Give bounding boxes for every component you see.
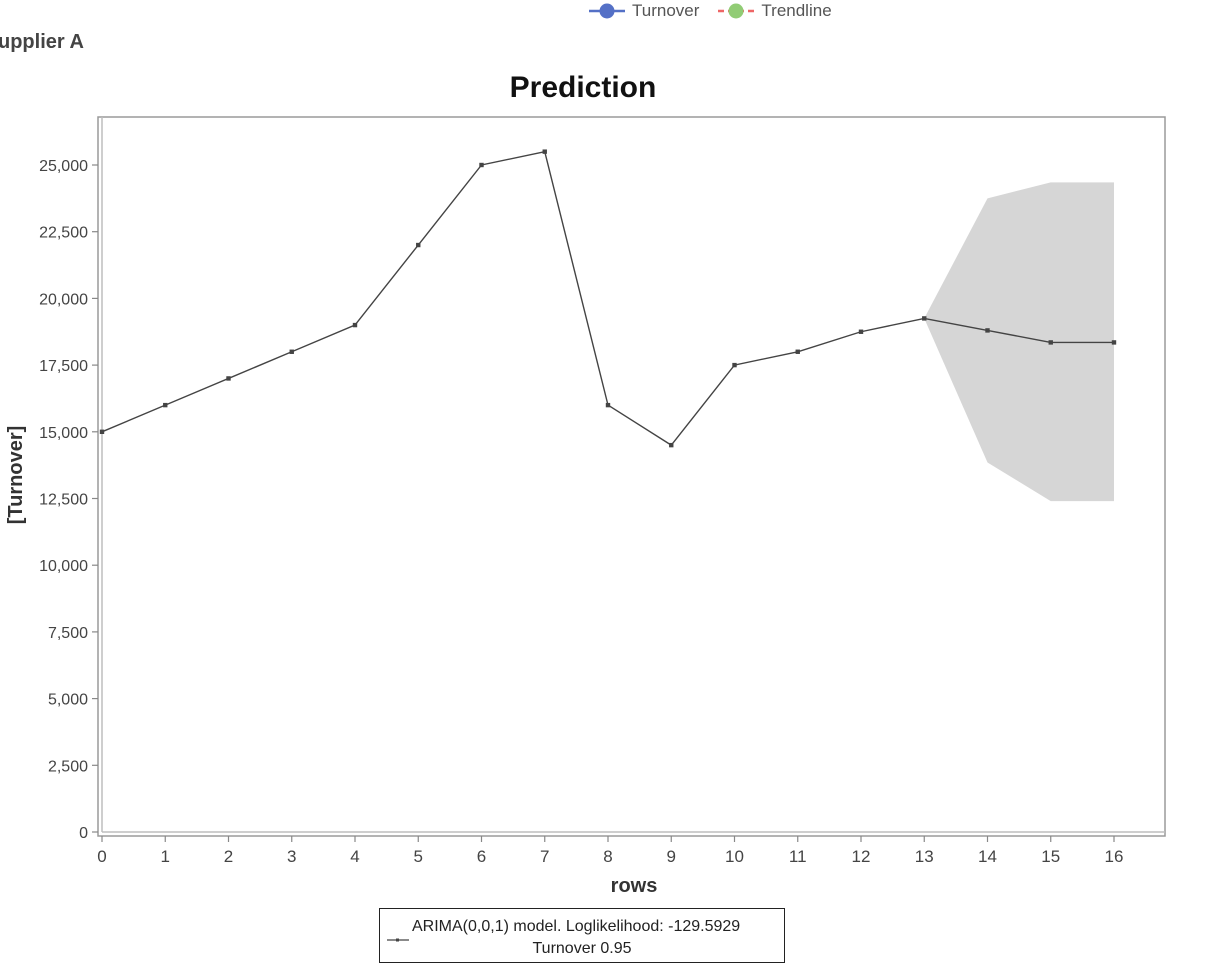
x-tick-label: 0 <box>97 847 106 866</box>
data-point <box>858 329 864 334</box>
x-tick-label: 10 <box>725 847 744 866</box>
x-tick-label: 2 <box>224 847 233 866</box>
x-tick-label: 14 <box>978 847 997 866</box>
x-axis-label: rows <box>611 875 658 897</box>
x-tick-label: 16 <box>1105 847 1124 866</box>
x-tick-label: 15 <box>1041 847 1060 866</box>
x-tick-label: 12 <box>852 847 871 866</box>
x-tick-label: 6 <box>477 847 486 866</box>
y-tick-label: 17,500 <box>39 358 88 375</box>
trendline-legend-icon <box>718 3 755 19</box>
y-tick-label: 25,000 <box>39 158 88 175</box>
x-tick-label: 7 <box>540 847 549 866</box>
data-point <box>99 429 105 434</box>
x-tick-label: 1 <box>161 847 170 866</box>
data-point <box>352 322 358 328</box>
plot-frame <box>97 116 1166 837</box>
y-tick-label: 20,000 <box>39 291 88 308</box>
prediction-chart: Prediction02,5005,0007,50010,00012,50015… <box>5 71 1166 897</box>
legend-model-text: ARIMA(0,0,1) model. Loglikelihood: -129.… <box>412 918 741 935</box>
data-point <box>226 376 231 381</box>
data-point <box>289 349 294 354</box>
legend-item-trendline[interactable]: Trendline <box>717 1 832 21</box>
y-tick-label: 12,500 <box>39 492 88 509</box>
y-tick-label: 10,000 <box>39 558 88 575</box>
y-tick-label: 5,000 <box>48 692 88 709</box>
data-point <box>1111 340 1117 345</box>
data-point <box>163 402 168 408</box>
legend-label-trendline: Trendline <box>761 1 832 20</box>
y-tick-label: 22,500 <box>39 225 88 242</box>
data-point <box>985 328 990 333</box>
legend-confidence-text: Turnover 0.95 <box>532 940 632 957</box>
y-tick-label: 15,000 <box>39 425 88 442</box>
series-line-icon <box>387 938 409 942</box>
chart-title: Prediction <box>510 71 657 104</box>
data-point <box>732 362 737 368</box>
y-tick-label: 7,500 <box>48 625 88 642</box>
x-tick-label: 13 <box>915 847 934 866</box>
data-point <box>605 402 611 408</box>
data-point <box>416 242 421 248</box>
x-tick-label: 4 <box>350 847 359 866</box>
x-tick-label: 11 <box>789 847 807 866</box>
x-tick-label: 3 <box>287 847 296 866</box>
y-tick-label: 0 <box>79 825 88 842</box>
data-point <box>542 149 547 154</box>
data-point <box>795 349 800 354</box>
legend-label-turnover: Turnover <box>632 1 700 20</box>
data-point <box>922 316 927 321</box>
x-tick-label: 8 <box>603 847 612 866</box>
data-point <box>479 162 484 168</box>
turnover-legend-icon <box>589 3 625 19</box>
supplier-heading: upplier A <box>0 31 84 53</box>
legend-item-turnover[interactable]: Turnover <box>588 1 699 21</box>
y-axis-label: [Turnover] <box>5 426 27 525</box>
x-tick-label: 9 <box>667 847 676 866</box>
top-legend: Turnover Trendline <box>588 0 832 22</box>
data-point <box>669 442 674 448</box>
x-tick-label: 5 <box>414 847 423 866</box>
chart-legend: ARIMA(0,0,1) model. Loglikelihood: -129.… <box>379 908 785 963</box>
confidence-band <box>924 182 1114 502</box>
data-point <box>1048 340 1053 345</box>
y-tick-label: 2,500 <box>48 758 88 775</box>
